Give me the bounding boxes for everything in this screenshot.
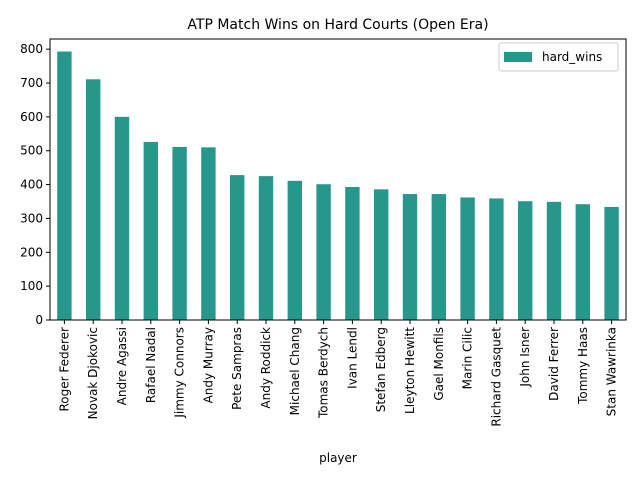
x-tick-label: Andy Roddick [259, 327, 273, 409]
x-tick-label: Pete Sampras [230, 327, 244, 410]
chart-title: ATP Match Wins on Hard Courts (Open Era) [187, 17, 488, 33]
y-tick-label: 700 [20, 76, 43, 90]
x-tick-label: Gael Monfils [432, 327, 446, 401]
bar [489, 198, 504, 320]
x-tick-label: Andre Agassi [115, 327, 129, 405]
bar [604, 206, 619, 320]
y-tick-label: 500 [20, 144, 43, 158]
y-tick-label: 0 [35, 313, 43, 327]
bar [114, 116, 130, 321]
plot-frame [49, 38, 627, 321]
y-tick-label: 600 [20, 110, 43, 124]
bar [230, 175, 245, 320]
y-tick-label: 300 [20, 211, 43, 225]
bar [258, 176, 274, 320]
x-tick-label: Richard Gasquet [489, 327, 503, 427]
axes-layer: 0 100 200 300 400 500 600 700 800 Roger Federer No… [20, 38, 627, 427]
y-tick-label: 400 [20, 178, 43, 192]
x-tick-label: David Ferrer [547, 327, 561, 401]
x-tick-label: Novak Djokovic [86, 327, 100, 419]
x-tick-label: Roger Federer [57, 327, 71, 412]
x-tick-label: Jimmy Connors [173, 327, 187, 419]
y-tick-label: 100 [20, 279, 43, 293]
legend-swatch [504, 52, 532, 62]
bar [546, 201, 562, 320]
x-tick-label: Tommy Haas [576, 327, 590, 405]
bar [201, 147, 216, 320]
bar [57, 51, 72, 321]
x-tick-label: Ivan Lendl [345, 327, 359, 389]
x-axis-label: player [319, 451, 357, 465]
bar [374, 189, 389, 320]
bars-layer [57, 51, 619, 321]
bar [143, 141, 158, 320]
x-tick-label: John Isner [518, 327, 532, 388]
x-tick-label: Michael Chang [288, 327, 302, 415]
legend-frame [498, 42, 619, 72]
legend: hard_wins [498, 42, 619, 72]
bar [518, 201, 533, 320]
x-tick-label: Tomas Berdych [317, 327, 331, 419]
x-tick-label: Rafael Nadal [144, 327, 158, 403]
x-tick-label: Andy Murray [201, 327, 215, 403]
x-tick-label: Stefan Edberg [374, 327, 388, 412]
bar [287, 180, 302, 320]
y-tick-label: 800 [20, 42, 43, 56]
legend-label: hard_wins [542, 50, 602, 64]
y-tick-label: 200 [20, 245, 43, 259]
bar [460, 197, 475, 320]
x-tick-label: Lleyton Hewitt [403, 327, 417, 414]
bar [316, 184, 331, 320]
bar [345, 186, 360, 320]
bar [86, 79, 101, 320]
bar [575, 204, 590, 320]
bar [172, 146, 187, 320]
bar [431, 194, 446, 320]
bar [402, 194, 418, 320]
x-tick-label: Stan Wawrinka [605, 327, 619, 416]
x-tick-label: Marin Cilic [461, 327, 475, 389]
